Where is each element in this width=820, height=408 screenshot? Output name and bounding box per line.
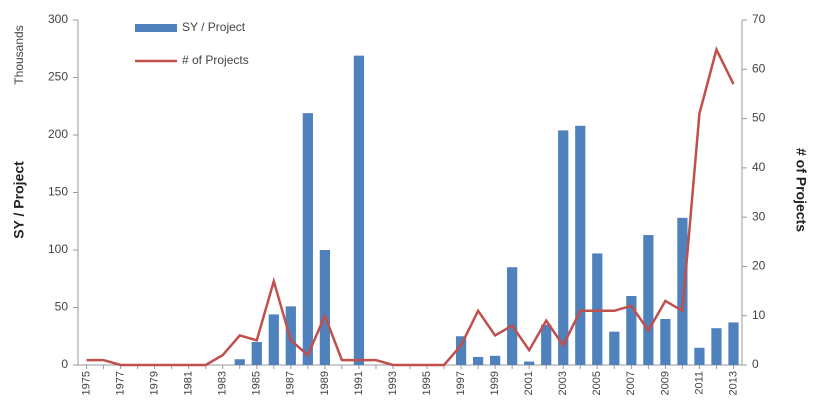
y2-tick-label: 30 [752, 209, 766, 223]
bar [592, 253, 603, 365]
bar [609, 331, 620, 365]
x-tick-label: 1989 [319, 371, 331, 395]
bar [694, 347, 705, 365]
x-tick-label: 2001 [523, 371, 535, 395]
x-tick-label: 1983 [217, 371, 229, 395]
legend-label: SY / Project [182, 20, 246, 34]
bar [234, 359, 245, 365]
bar [507, 267, 518, 365]
bar [575, 125, 586, 365]
y2-tick-label: 60 [752, 61, 766, 75]
x-tick-label: 1975 [80, 371, 92, 395]
y2-tick-label: 40 [752, 160, 766, 174]
legend-label: # of Projects [182, 53, 249, 67]
y2-axis-label: # of Projects [793, 148, 809, 232]
x-tick-label: 1993 [387, 371, 399, 395]
y-tick-label: 150 [48, 185, 68, 199]
bar [541, 324, 552, 365]
x-tick-label: 1987 [285, 371, 297, 395]
x-tick-label: 1999 [489, 371, 501, 395]
bar [353, 55, 365, 366]
x-tick-label: 2003 [557, 371, 569, 395]
y2-tick-label: 0 [752, 357, 759, 371]
x-tick-label: 2007 [625, 371, 637, 395]
y2-tick-label: 70 [752, 12, 766, 26]
line [86, 46, 735, 367]
bar [490, 355, 501, 365]
y-tick-label: 300 [48, 12, 68, 26]
x-tick-label: 1995 [421, 371, 433, 395]
bar [524, 361, 535, 365]
x-tick-label: 1977 [114, 371, 126, 395]
y-tick-label: 50 [55, 300, 69, 314]
x-tick-label: 2005 [591, 371, 603, 395]
y-axis-unit: Thousands [12, 25, 26, 84]
y-tick-label: 250 [48, 70, 68, 84]
y-tick-label: 0 [61, 357, 68, 371]
x-tick-label: 1997 [455, 371, 467, 395]
bar [472, 356, 484, 365]
bar [319, 250, 330, 365]
y-tick-label: 100 [48, 242, 68, 256]
bar [711, 328, 722, 365]
x-tick-label: 1985 [251, 371, 263, 395]
bar [660, 319, 671, 365]
bar [643, 235, 654, 365]
bar [285, 306, 296, 365]
x-tick-label: 2011 [693, 371, 705, 395]
bar [558, 130, 569, 365]
x-tick-label: 1991 [353, 371, 365, 395]
x-tick-label: 1979 [149, 371, 161, 395]
bar [728, 322, 739, 365]
legend-swatch [135, 24, 177, 32]
y-axis-label: SY / Project [11, 161, 27, 239]
bar [677, 217, 688, 365]
x-tick-label: 1981 [183, 371, 195, 395]
y2-tick-label: 50 [752, 111, 766, 125]
bar [268, 314, 279, 365]
y2-tick-label: 10 [752, 308, 766, 322]
x-tick-label: 2013 [727, 371, 739, 395]
bar [455, 336, 467, 365]
bar [626, 296, 637, 365]
bar [251, 342, 262, 365]
bar [302, 113, 313, 366]
y2-tick-label: 20 [752, 259, 766, 273]
y-tick-label: 200 [48, 127, 68, 141]
x-tick-label: 2009 [659, 371, 671, 395]
